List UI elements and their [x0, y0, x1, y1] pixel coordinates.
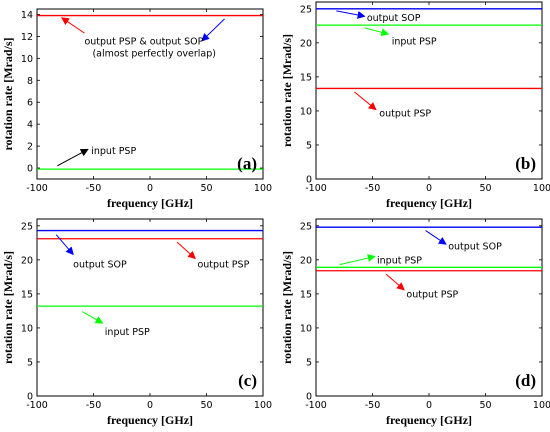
annotation-arrow: [201, 18, 225, 42]
annotation-text: (almost perfectly overlap): [92, 48, 216, 59]
y-tick-label: 15: [300, 289, 312, 300]
y-tick-label: 15: [300, 72, 312, 83]
x-axis-label: frequency [GHz]: [107, 196, 193, 210]
annotation-text: output SOP: [367, 13, 421, 24]
annotation-text: input PSP: [377, 255, 422, 266]
panel-label: (a): [237, 154, 257, 173]
x-axis-label: frequency [GHz]: [107, 413, 193, 427]
y-tick-label: 20: [21, 255, 33, 266]
plot-frame: [315, 218, 543, 397]
y-tick-label: 25: [21, 221, 33, 232]
annotation-text: output PSP: [379, 108, 431, 119]
plot-frame: [315, 1, 543, 180]
y-axis-label: rotation rate [Mrad/s]: [280, 251, 294, 364]
panel-label: (c): [238, 371, 257, 390]
x-axis-label: frequency [GHz]: [386, 196, 472, 210]
annotation-text: input PSP: [91, 146, 136, 157]
y-tick-label: 25: [300, 221, 312, 232]
x-tick-label: 100: [254, 183, 272, 194]
y-tick-label: 25: [300, 4, 312, 15]
x-tick-label: -50: [86, 183, 102, 194]
y-tick-label: 0: [27, 164, 33, 175]
x-tick-label: -100: [305, 400, 327, 411]
plot-frame: [36, 218, 264, 397]
x-tick-label: 100: [533, 183, 550, 194]
annotation-text: output PSP & output SOP: [84, 36, 203, 47]
x-tick-label: -50: [365, 183, 381, 194]
y-tick-label: 0: [306, 392, 312, 403]
annotation-arrow: [339, 254, 376, 266]
x-tick-label: 50: [479, 183, 491, 194]
x-tick-label: 0: [426, 183, 432, 194]
x-axis-label: frequency [GHz]: [386, 413, 472, 427]
y-tick-label: 20: [300, 255, 312, 266]
x-tick-label: -100: [26, 400, 48, 411]
y-tick-label: 20: [300, 38, 312, 49]
annotation-text: output PSP: [406, 289, 458, 300]
y-tick-label: 4: [27, 120, 33, 131]
annotation-arrow: [336, 10, 366, 19]
x-tick-label: -50: [86, 400, 102, 411]
y-tick-label: 6: [27, 98, 33, 109]
annotation-text: input PSP: [105, 327, 150, 338]
x-tick-label: 0: [147, 400, 153, 411]
y-tick-label: 5: [306, 140, 312, 151]
annotation-arrow: [385, 273, 405, 291]
y-tick-label: 2: [27, 142, 33, 153]
x-tick-label: -100: [26, 183, 48, 194]
y-tick-label: 0: [306, 175, 312, 186]
y-tick-label: 10: [21, 323, 33, 334]
y-tick-label: 0: [27, 392, 33, 403]
plot-frame: [36, 8, 264, 180]
x-tick-label: 0: [426, 400, 432, 411]
annotation-arrow: [61, 17, 85, 34]
x-tick-label: 50: [200, 183, 212, 194]
x-tick-label: 0: [147, 183, 153, 194]
x-tick-label: 100: [533, 400, 550, 411]
x-tick-label: 100: [254, 400, 272, 411]
panel-2: -100 -50 0 50 100 0 5 10 15 20 25 output SOP input P…: [280, 1, 550, 210]
y-tick-label: 8: [27, 76, 33, 87]
y-tick-label: 14: [21, 10, 33, 21]
annotation-text: output SOP: [448, 242, 502, 253]
y-tick-label: 5: [27, 357, 33, 368]
y-tick-label: 10: [21, 54, 33, 65]
y-tick-label: 15: [21, 289, 33, 300]
annotation-arrow: [57, 148, 89, 167]
y-axis-label: rotation rate [Mrad/s]: [280, 34, 294, 147]
annotation-text: input PSP: [392, 36, 437, 47]
y-tick-label: 5: [306, 357, 312, 368]
x-tick-label: -50: [365, 400, 381, 411]
y-axis-label: rotation rate [Mrad/s]: [1, 251, 15, 364]
panel-3: -100 -50 0 50 100 0 5 10 15 20 25 output SOP output …: [1, 218, 272, 427]
panel-label: (d): [515, 371, 536, 390]
x-tick-label: 50: [200, 400, 212, 411]
panel-1: -100 -50 0 50 100 0 2 4 6 8 10 12 14 output PSP & out…: [1, 8, 272, 210]
y-tick-label: 10: [300, 106, 312, 117]
panel-4: -100 -50 0 50 100 0 5 10 15 20 25 output SOP input P…: [280, 218, 550, 427]
x-tick-label: 50: [479, 400, 491, 411]
annotation-arrow: [354, 91, 377, 111]
annotation-arrow: [176, 241, 196, 260]
annotation-arrow: [425, 230, 447, 245]
panel-label: (b): [515, 154, 536, 173]
y-tick-label: 10: [300, 323, 312, 334]
y-tick-label: 12: [21, 32, 33, 43]
annotation-arrow: [55, 234, 74, 256]
annotation-text: output SOP: [73, 259, 127, 270]
x-tick-label: -100: [305, 183, 327, 194]
annotation-text: output PSP: [197, 259, 249, 270]
y-axis-label: rotation rate [Mrad/s]: [1, 37, 15, 150]
annotation-arrow: [81, 311, 104, 324]
annotation-arrow: [364, 27, 390, 37]
